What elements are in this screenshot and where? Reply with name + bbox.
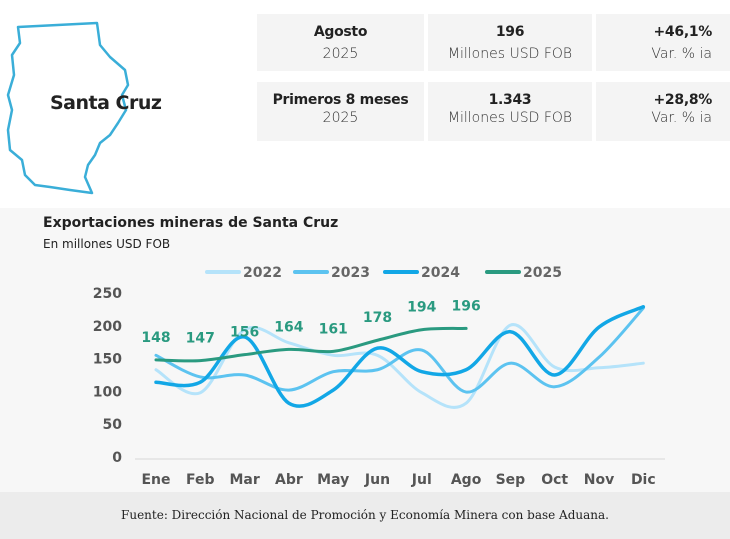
card-value: 196 Millones USD FOB [428,14,592,71]
data-label: 148 [141,330,170,346]
series-line-2024 [154,305,646,408]
line-chart: 0 50 100 150 200 250 Ene Feb Mar Abr May Jun Jul Ago S… [93,265,665,488]
chart-title: Exportaciones mineras de Santa Cruz [43,215,339,231]
card-variation: +46,1% Var. % ia [596,14,730,71]
y-tick-label: 150 [93,352,122,368]
x-tick-label: Abr [275,472,303,488]
x-tick-label: Ago [451,472,482,488]
data-label: 178 [363,310,392,326]
card-period-ytd: Primeros 8 meses 2025 [257,82,424,141]
x-tick-label: Dic [631,472,656,488]
y-tick-label: 0 [112,450,122,466]
legend-label-2025: 2025 [523,265,562,281]
y-tick-label: 250 [93,286,122,302]
x-tick-label: May [317,472,349,488]
y-tick-label: 100 [93,384,122,400]
data-label: 156 [230,325,259,341]
legend-label-2024: 2024 [421,265,460,281]
x-tick-label: Ene [141,472,170,488]
x-tick-label: Jun [364,472,390,488]
data-label: 196 [451,298,480,314]
data-label: 164 [274,319,303,335]
legend-label-2023: 2023 [331,265,370,281]
legend-label-2022: 2022 [243,265,282,281]
region-name: Santa Cruz [50,92,162,114]
data-label: 161 [319,321,348,337]
santa-cruz-map-icon [6,21,130,195]
x-tick-label: Jul [411,472,432,488]
source-note: Fuente: Dirección Nacional de Promoción … [0,492,730,539]
data-label: 194 [407,300,436,316]
series-line-2023 [154,306,645,394]
card-period: Agosto 2025 [257,14,424,71]
card-variation-ytd: +28,8% Var. % ia [596,82,730,141]
x-tick-label: Oct [541,472,568,488]
chart-subtitle: En millones USD FOB [43,237,171,251]
x-tick-label: Feb [186,472,215,488]
y-tick-label: 200 [93,319,122,335]
data-label: 147 [186,331,215,347]
y-tick-label: 50 [103,417,123,433]
x-tick-label: Nov [584,472,614,488]
x-tick-label: Mar [229,472,259,488]
x-tick-label: Sep [496,472,526,488]
series-line-2025 [154,326,468,363]
card-value-ytd: 1.343 Millones USD FOB [428,82,592,141]
